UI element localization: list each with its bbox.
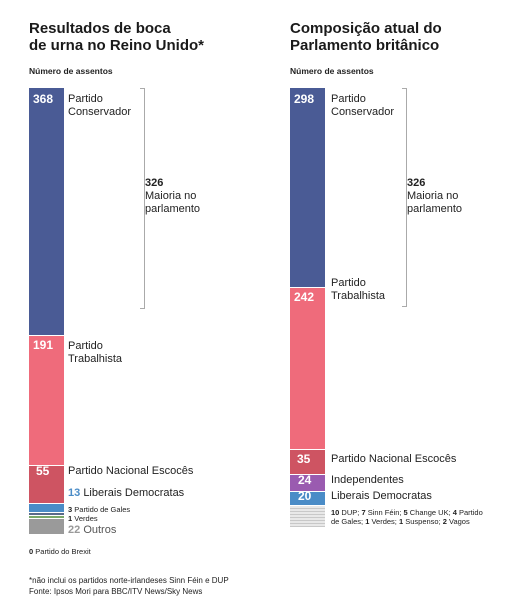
bar-segment-nacional-escoces [29, 465, 64, 503]
footnote: *não inclui os partidos norte-irlandeses… [29, 576, 229, 596]
bar-segment-independentes [290, 474, 325, 491]
right-lab-label: Partido Trabalhista [331, 277, 386, 302]
bar-segment-verdes [29, 516, 64, 519]
left-snp-value: 55 [36, 464, 50, 478]
bar-segment-liberais-democratas [29, 503, 64, 513]
right-con-label: Partido Conservador [331, 93, 394, 118]
left-con-label: Partido Conservador [68, 93, 131, 118]
right-ind-value: 24 [298, 473, 312, 487]
right-chart-subtitle: Número de assentos [290, 66, 374, 76]
left-others-label: 22 Outros [68, 524, 117, 536]
bar-segment-conservador [290, 88, 325, 287]
bar-segment-partido-de-gales [29, 513, 64, 516]
right-chart-title: Composição atual do Parlamento britânico [290, 20, 442, 54]
left-chart-title: Resultados de boca de urna no Reino Unid… [29, 20, 204, 54]
bar-segment-trabalhista [29, 336, 64, 465]
left-majority-bracket [140, 88, 145, 310]
right-others-label: 10 DUP; 7 Sinn Féin; 5 Change UK; 4 Part… [331, 508, 483, 526]
left-lab-value: 191 [33, 338, 54, 352]
left-chart-subtitle: Número de assentos [29, 66, 113, 76]
left-majority-label: 326 Maioria no parlamento [145, 177, 201, 215]
right-snp-label: Partido Nacional Escocês [331, 453, 457, 465]
left-snp-label: Partido Nacional Escocês [68, 465, 194, 477]
bar-segment-liberais-democratas [290, 491, 325, 505]
bar-segment-conservador [29, 88, 64, 336]
bar-segment-nacional-escoces [290, 450, 325, 474]
bar-segment-outros [290, 505, 325, 527]
right-ind-label: Independentes [331, 474, 404, 486]
left-brexit-label: 0 Partido do Brexit [29, 547, 91, 556]
right-ld-value: 20 [298, 489, 312, 503]
left-stacked-bar [29, 88, 64, 535]
left-con-value: 368 [33, 92, 54, 106]
right-majority-bracket [402, 88, 407, 308]
left-ld-label: 13 Liberais Democratas [68, 487, 185, 499]
right-con-value: 298 [294, 92, 315, 106]
right-lab-value: 242 [294, 290, 315, 304]
bar-segment-outros [29, 519, 64, 535]
right-snp-value: 35 [297, 452, 311, 466]
right-majority-label: 326 Maioria no parlamento [407, 177, 463, 215]
right-stacked-bar [290, 88, 325, 527]
bar-segment-trabalhista [290, 287, 325, 450]
left-lab-label: Partido Trabalhista [68, 340, 123, 365]
left-plaid-label: 3 Partido de Gales [68, 505, 131, 514]
left-green-label: 1 Verdes [68, 514, 98, 523]
right-ld-label: Liberais Democratas [331, 490, 432, 502]
